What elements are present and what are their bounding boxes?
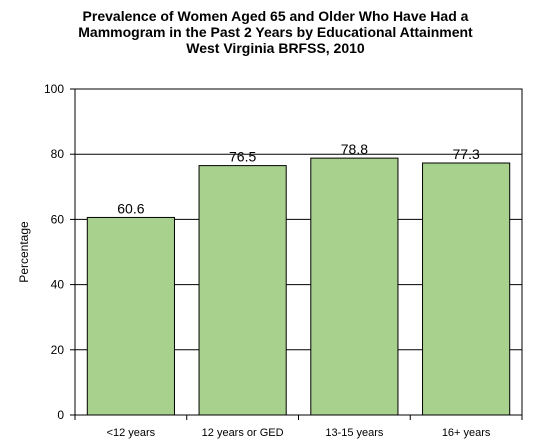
x-tick-label: 16+ years <box>442 427 491 439</box>
bar-value-label: 78.8 <box>341 141 368 157</box>
bar-value-label: 77.3 <box>453 146 480 162</box>
bar <box>422 162 511 416</box>
x-tick-label: 12 years or GED <box>202 427 284 439</box>
chart-title-line-2: Mammogram in the Past 2 Years by Educati… <box>78 24 473 40</box>
bar-value-label: 76.5 <box>229 149 256 165</box>
bar <box>86 216 175 416</box>
y-tick-label: 0 <box>57 408 64 422</box>
y-axis-ticks: 0 20 40 60 80 100 <box>44 82 75 422</box>
bar <box>310 157 399 416</box>
bar <box>198 165 287 416</box>
y-axis-label: Percentage <box>17 221 31 283</box>
x-tick-label: <12 years <box>107 427 156 439</box>
y-tick-label: 80 <box>51 147 65 161</box>
x-axis-ticks: <12 years 12 years or GED 13-15 years 16+ y… <box>74 415 523 439</box>
y-tick-label: 40 <box>51 278 65 292</box>
value-labels: 60.6 76.5 78.8 77.3 <box>117 141 480 216</box>
y-tick-label: 20 <box>51 343 65 357</box>
chart-title-line-3: West Virginia BRFSS, 2010 <box>186 40 365 56</box>
bar-value-label: 60.6 <box>117 200 144 216</box>
chart-title: Prevalence of Women Aged 65 and Older Wh… <box>0 8 551 56</box>
y-tick-label: 100 <box>44 82 64 96</box>
x-tick-label: 13-15 years <box>325 427 384 439</box>
chart-title-line-1: Prevalence of Women Aged 65 and Older Wh… <box>82 8 469 24</box>
y-tick-label: 60 <box>51 212 65 226</box>
bars <box>86 157 511 416</box>
